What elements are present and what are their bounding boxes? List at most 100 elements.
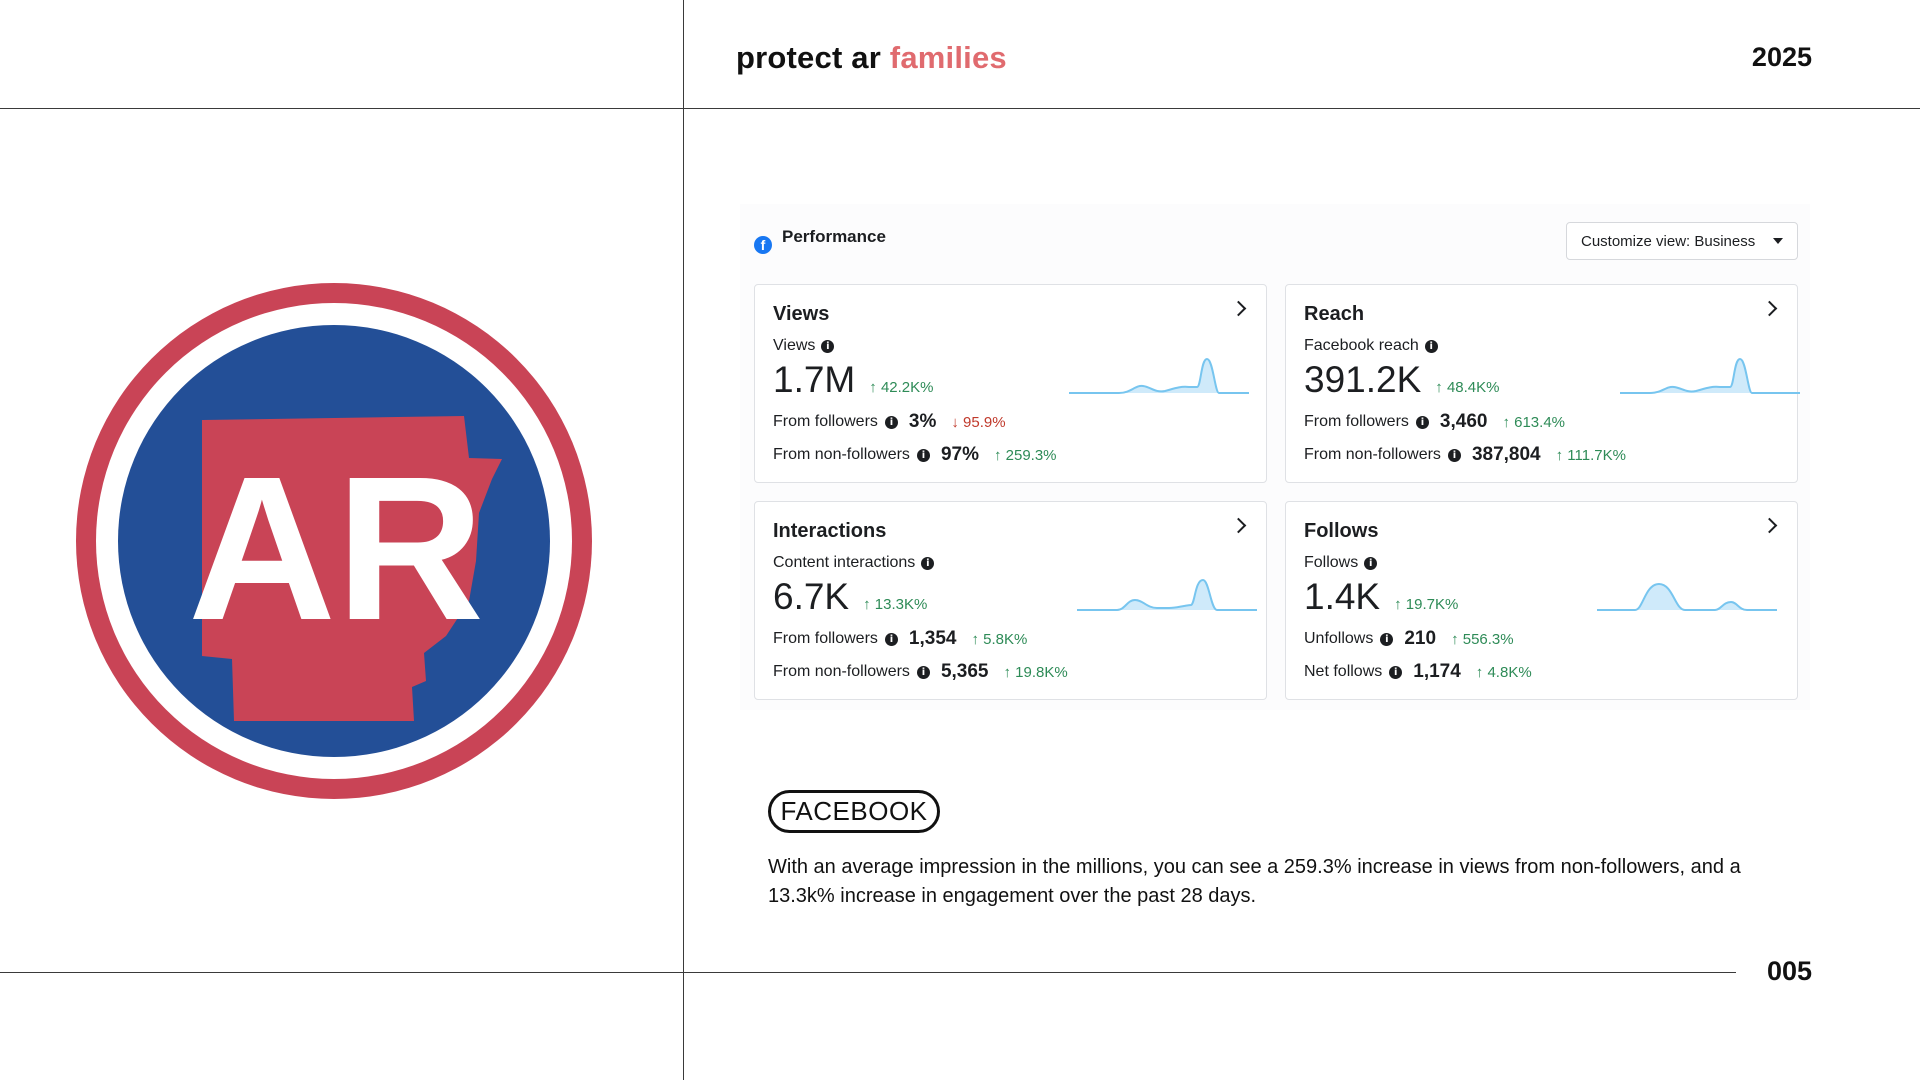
- follows-card[interactable]: Follows Follows i 1.4K ↑ 19.7K% Unfollows…: [1285, 501, 1798, 700]
- customize-view-label: Customize view: Business: [1581, 232, 1756, 250]
- description-paragraph: With an average impression in the millio…: [768, 856, 1741, 907]
- stat-label: From followers: [1304, 413, 1409, 430]
- views-card[interactable]: Views Views i 1.7M ↑ 42.2K% From follower…: [754, 284, 1267, 483]
- stat-value: 210: [1404, 628, 1437, 649]
- stat-label: From followers: [773, 630, 878, 647]
- stat-change: ↑ 613.4%: [1502, 413, 1565, 431]
- arrow-up-icon: ↑: [993, 446, 1006, 464]
- stat-row: From followers i 3% ↓ 95.9%: [773, 411, 1006, 433]
- metric-change: ↑ 13.3K%: [863, 596, 928, 613]
- metric-change: ↑ 42.2K%: [869, 379, 934, 396]
- stat-value: 5,365: [940, 661, 989, 682]
- metric-label: Facebook reach: [1304, 337, 1419, 354]
- interactions-card[interactable]: Interactions Content interactions i 6.7K …: [754, 501, 1267, 700]
- stat-label: Net follows: [1304, 663, 1383, 680]
- metric-value: 1.7M: [773, 359, 856, 400]
- metric-change: ↑ 48.4K%: [1435, 379, 1500, 396]
- metric-change: ↑ 19.7K%: [1394, 596, 1459, 613]
- stat-row: Net follows i 1,174 ↑ 4.8K%: [1304, 661, 1532, 683]
- metric-value-row: 1.4K ↑ 19.7K%: [1304, 576, 1458, 618]
- arrow-up-icon: ↑: [1475, 663, 1488, 681]
- metric-label: Follows: [1304, 554, 1359, 571]
- facebook-icon: f: [754, 236, 772, 254]
- year-label: 2025: [1751, 42, 1812, 72]
- metric-value-row: 1.7M ↑ 42.2K%: [773, 359, 933, 401]
- stat-change: ↑ 4.8K%: [1475, 663, 1532, 681]
- chevron-right-icon[interactable]: [1761, 517, 1778, 534]
- arrow-up-icon: ↑: [863, 596, 875, 613]
- arrow-up-icon: ↑: [971, 630, 984, 648]
- metric-label-row: Follows i: [1304, 554, 1378, 572]
- card-title: Follows: [1304, 520, 1379, 542]
- arrow-up-icon: ↑: [1502, 413, 1515, 431]
- stat-value: 1,354: [908, 628, 957, 649]
- card-title: Reach: [1304, 303, 1365, 325]
- stat-label: Unfollows: [1304, 630, 1374, 647]
- performance-title: Performance: [782, 227, 886, 246]
- info-icon[interactable]: i: [1389, 665, 1403, 679]
- card-title: Views: [773, 303, 830, 325]
- logo-text: AR: [188, 434, 484, 663]
- stat-value: 3%: [908, 411, 937, 432]
- chevron-right-icon[interactable]: [1761, 300, 1778, 317]
- metric-label: Content interactions: [773, 554, 916, 571]
- arrow-up-icon: ↑: [1003, 663, 1016, 681]
- interactions-sparkline: [1077, 578, 1257, 611]
- info-icon[interactable]: i: [1380, 632, 1394, 646]
- arrow-up-icon: ↑: [1451, 630, 1463, 648]
- metric-label-row: Facebook reach i: [1304, 337, 1438, 355]
- info-icon[interactable]: i: [884, 415, 898, 429]
- info-icon[interactable]: i: [921, 556, 935, 570]
- info-icon[interactable]: i: [1415, 415, 1429, 429]
- ar-logo: AR: [76, 283, 592, 799]
- info-icon[interactable]: i: [916, 448, 930, 462]
- stat-change: ↑ 259.3%: [993, 446, 1057, 464]
- customize-view-dropdown[interactable]: Customize view: Business: [1566, 222, 1798, 260]
- stat-value: 387,804: [1471, 444, 1541, 465]
- stat-row: From followers i 3,460 ↑ 613.4%: [1304, 411, 1565, 433]
- metric-value: 1.4K: [1304, 576, 1381, 617]
- arrow-up-icon: ↑: [869, 379, 881, 396]
- metric-label: Views: [773, 337, 816, 354]
- stat-row: From followers i 1,354 ↑ 5.8K%: [773, 628, 1027, 650]
- arrow-up-icon: ↑: [1435, 379, 1447, 396]
- stat-label: From non-followers: [773, 663, 910, 680]
- follows-sparkline: [1597, 582, 1777, 611]
- stat-label: From non-followers: [1304, 446, 1441, 463]
- stat-change: ↑ 19.8K%: [1003, 663, 1068, 681]
- chevron-right-icon[interactable]: [1230, 517, 1247, 534]
- reach-card[interactable]: Reach Facebook reach i 391.2K ↑ 48.4K% Fr…: [1285, 284, 1800, 483]
- arrow-up-icon: ↑: [1394, 596, 1406, 613]
- metric-value: 391.2K: [1304, 359, 1422, 400]
- info-icon[interactable]: i: [916, 665, 930, 679]
- stat-row: From non-followers i 97% ↑ 259.3%: [773, 444, 1057, 466]
- stat-change: ↓ 95.9%: [951, 413, 1006, 431]
- title-main: protect ar: [736, 40, 890, 75]
- stat-change: ↑ 556.3%: [1451, 630, 1514, 648]
- card-title: Interactions: [773, 520, 887, 542]
- top-divider: [0, 108, 1920, 109]
- stat-label: From non-followers: [773, 446, 910, 463]
- vertical-divider: [683, 0, 684, 1080]
- stat-value: 1,174: [1413, 661, 1461, 682]
- stat-change: ↑ 111.7K%: [1555, 446, 1626, 464]
- stat-row: From non-followers i 387,804 ↑ 111.7K%: [1304, 444, 1626, 466]
- facebook-badge: FACEBOOK: [768, 790, 940, 833]
- arrow-up-icon: ↑: [1555, 446, 1568, 464]
- metric-label-row: Views i: [773, 337, 835, 355]
- caret-down-icon: [1773, 238, 1783, 244]
- info-icon[interactable]: i: [1364, 556, 1378, 570]
- info-icon[interactable]: i: [1424, 339, 1438, 353]
- chevron-right-icon[interactable]: [1230, 300, 1247, 317]
- stat-label: From followers: [773, 413, 878, 430]
- metric-label-row: Content interactions i: [773, 554, 935, 572]
- info-icon[interactable]: i: [1447, 448, 1461, 462]
- info-icon[interactable]: i: [821, 339, 835, 353]
- info-icon[interactable]: i: [884, 632, 898, 646]
- title-accent: families: [889, 40, 1007, 75]
- arrow-down-icon: ↓: [951, 413, 964, 431]
- bottom-divider: [0, 972, 1736, 973]
- performance-header: f Performance: [754, 220, 886, 254]
- reach-sparkline: [1620, 357, 1800, 394]
- page-title: protect ar families: [736, 40, 1007, 76]
